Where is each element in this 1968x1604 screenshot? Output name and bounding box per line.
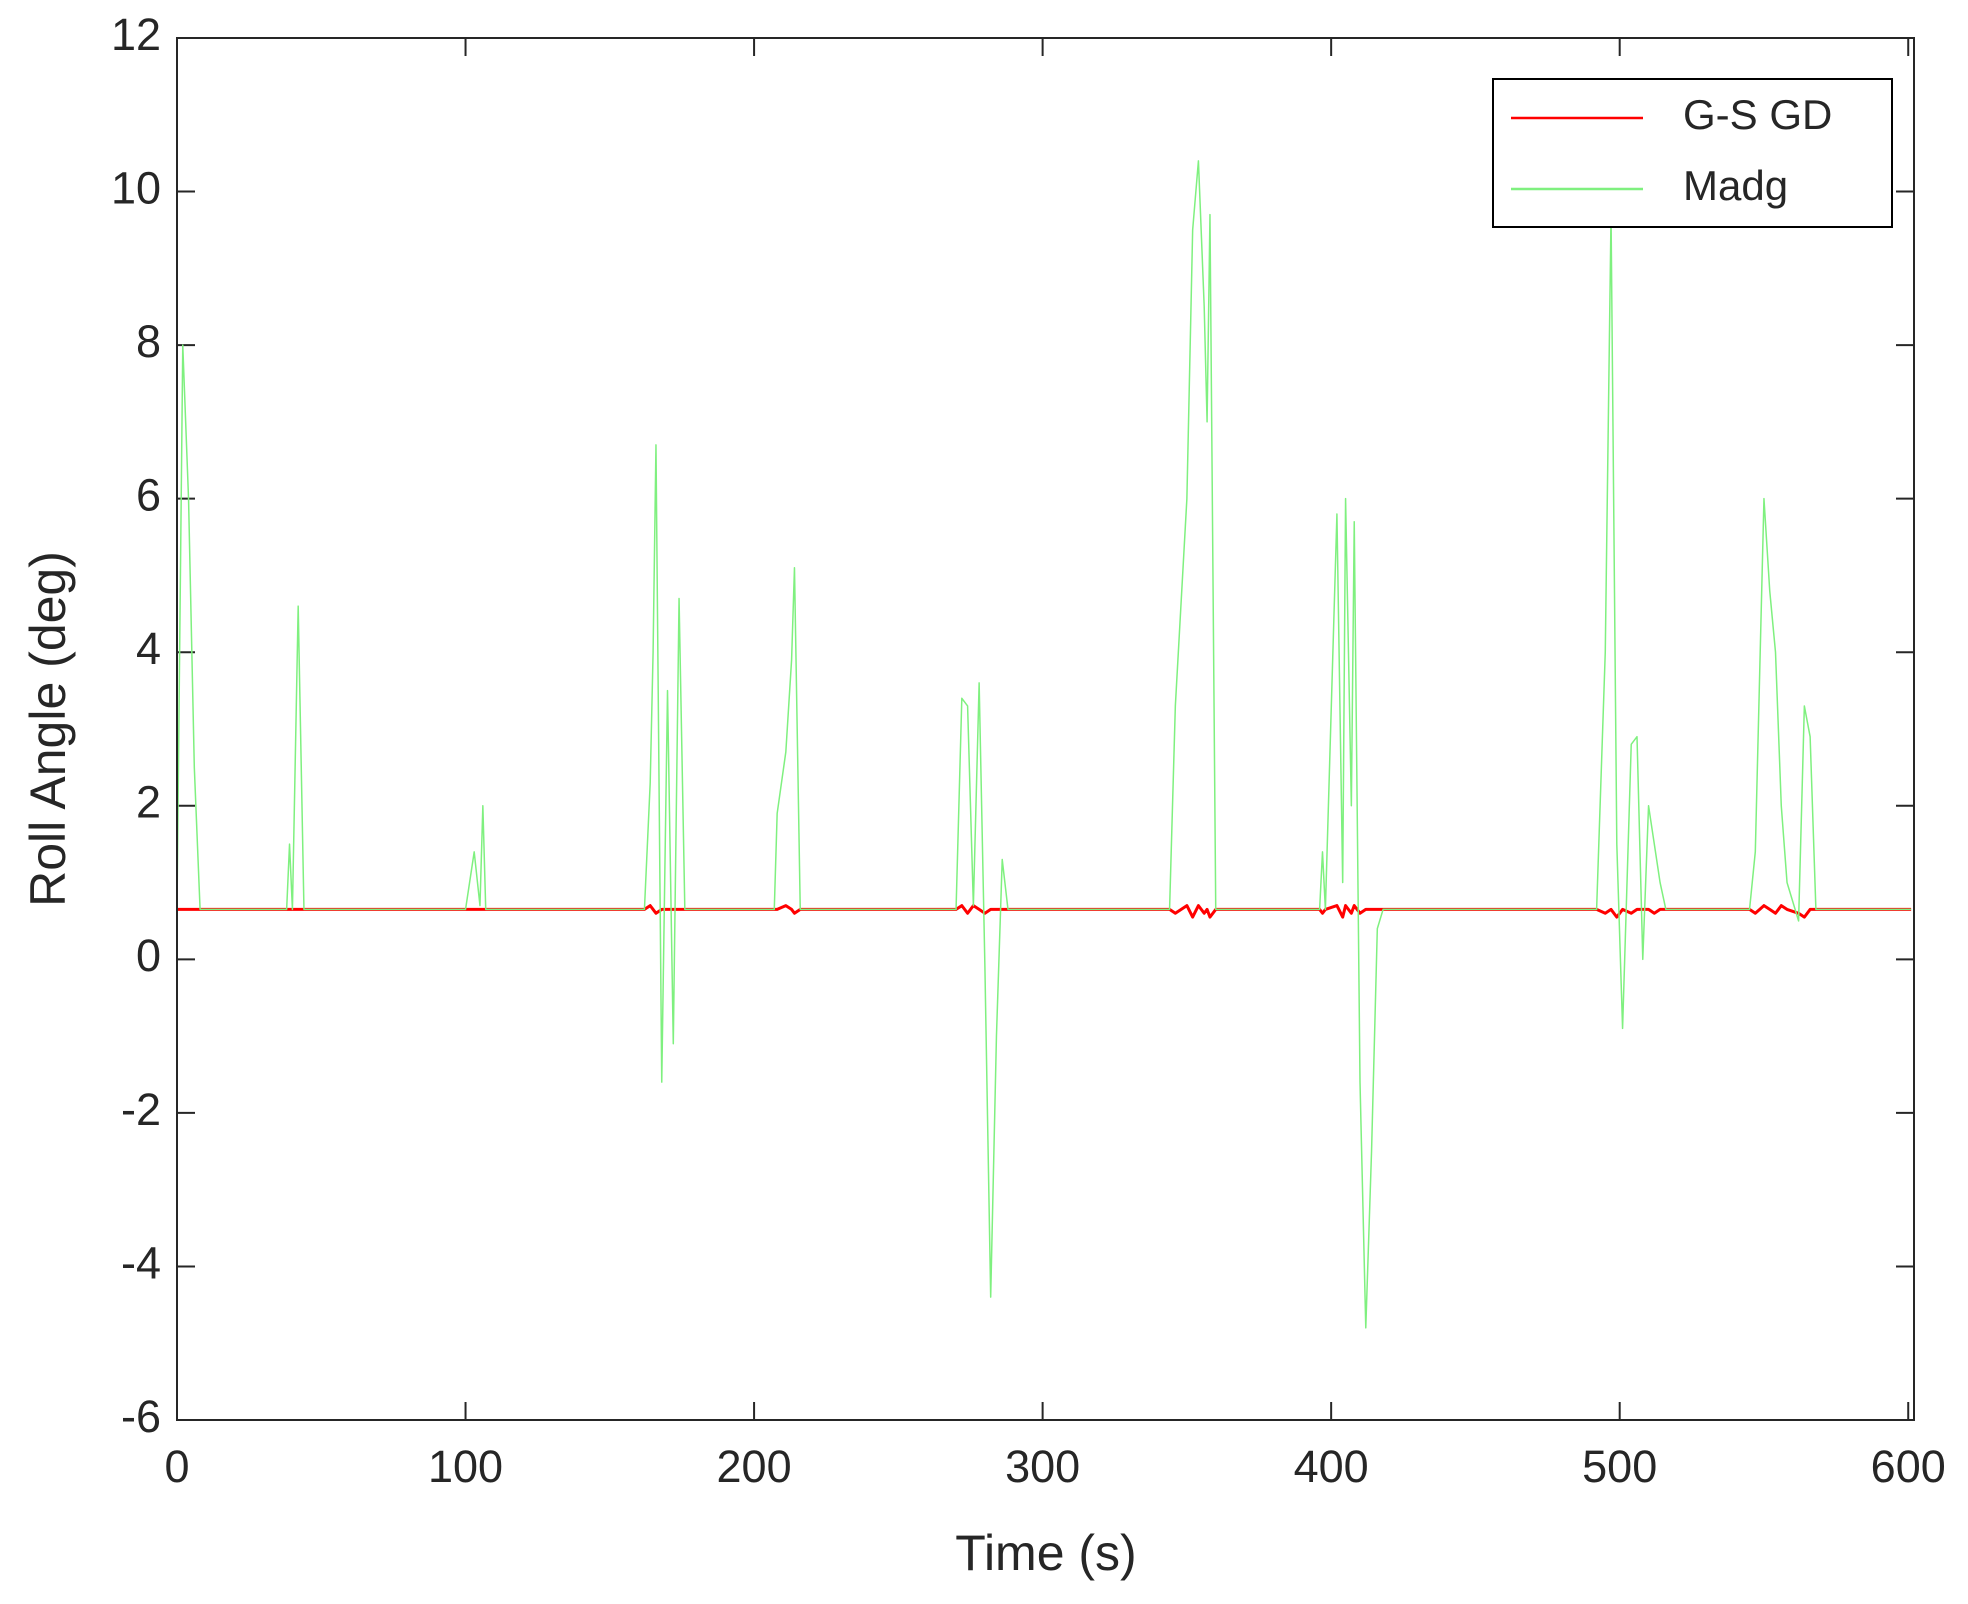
y-tick-label: 12 bbox=[111, 9, 161, 60]
series-line bbox=[176, 160, 1912, 1329]
x-tick-label: 500 bbox=[1582, 1441, 1657, 1492]
x-tick-label: 400 bbox=[1294, 1441, 1369, 1492]
y-tick-label: 2 bbox=[136, 777, 161, 828]
legend-box bbox=[1492, 78, 1893, 228]
legend-label: G-S GD bbox=[1683, 91, 1832, 138]
x-tick-label: 200 bbox=[717, 1441, 792, 1492]
x-tick-label: 100 bbox=[428, 1441, 503, 1492]
y-tick-label: 4 bbox=[136, 623, 161, 674]
plot-frame bbox=[176, 37, 1915, 1421]
plot-area bbox=[177, 38, 1914, 1420]
x-axis-label: Time (s) bbox=[955, 1525, 1136, 1581]
x-tick-label: 600 bbox=[1871, 1441, 1946, 1492]
legend-label: Madg bbox=[1683, 162, 1788, 209]
y-tick-label: 0 bbox=[136, 930, 161, 981]
x-tick-label: 0 bbox=[164, 1441, 189, 1492]
y-tick-label: 8 bbox=[136, 316, 161, 367]
y-tick-label: 6 bbox=[136, 470, 161, 521]
y-tick-label: -2 bbox=[121, 1084, 161, 1135]
y-tick-label: -4 bbox=[121, 1237, 161, 1288]
y-tick-label: 10 bbox=[111, 162, 161, 213]
x-tick-label: 300 bbox=[1005, 1441, 1080, 1492]
y-axis-label: Roll Angle (deg) bbox=[20, 551, 76, 907]
y-tick-label: -6 bbox=[121, 1391, 161, 1442]
